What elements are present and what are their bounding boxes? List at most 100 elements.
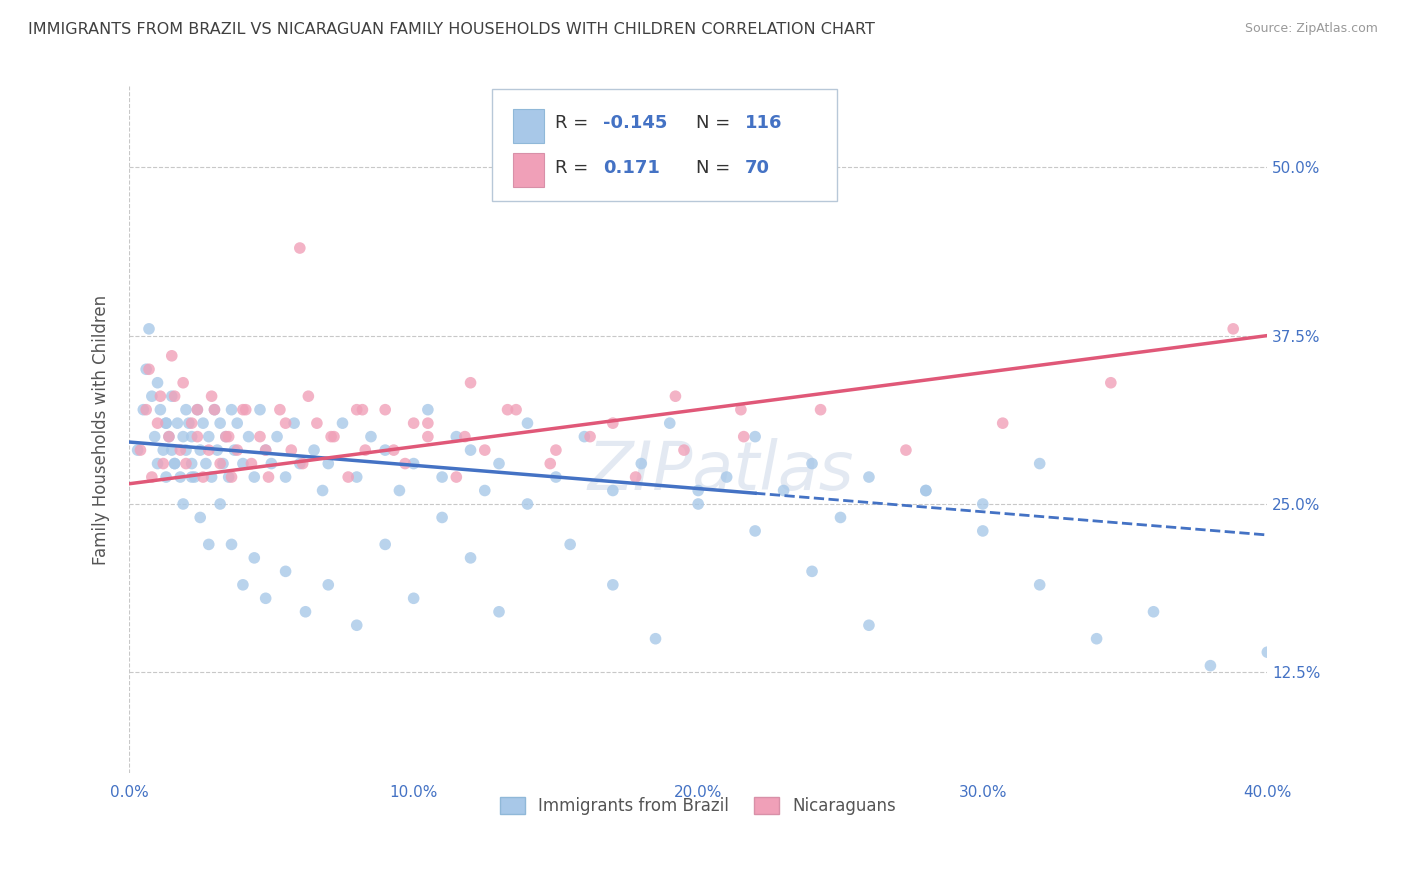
Point (188, 510, 211, 524)
Point (155, 416, 177, 430)
Point (291, 457, 314, 471)
Point (186, 402, 208, 417)
Point (183, 470, 205, 484)
Point (733, 429, 755, 443)
Point (180, 457, 202, 471)
Point (160, 349, 183, 363)
Point (430, 470, 453, 484)
Point (346, 470, 368, 484)
Point (191, 416, 214, 430)
Point (374, 443, 396, 458)
Point (394, 457, 416, 471)
Point (302, 443, 325, 458)
Point (224, 443, 246, 458)
Point (215, 429, 238, 443)
Point (129, 443, 152, 458)
Point (127, 443, 149, 458)
Point (1199, 658, 1222, 673)
Point (288, 241, 311, 255)
Legend: Immigrants from Brazil, Nicaraguans: Immigrants from Brazil, Nicaraguans (492, 789, 904, 823)
Point (254, 591, 277, 606)
Y-axis label: Family Households with Children: Family Households with Children (93, 295, 110, 565)
Point (249, 429, 271, 443)
Point (516, 416, 538, 430)
Point (177, 416, 200, 430)
Point (672, 443, 695, 458)
Point (516, 497, 538, 511)
Point (991, 416, 1014, 430)
Point (730, 402, 752, 417)
Point (141, 389, 163, 403)
Point (274, 416, 297, 430)
Point (143, 429, 166, 443)
Point (496, 402, 519, 417)
Point (207, 443, 229, 458)
Point (297, 389, 319, 403)
Point (602, 416, 624, 430)
Point (1028, 578, 1050, 592)
Point (544, 443, 567, 458)
Point (374, 537, 396, 551)
Point (238, 429, 260, 443)
Point (337, 470, 360, 484)
Point (716, 470, 738, 484)
Point (505, 402, 527, 417)
Point (972, 497, 994, 511)
Point (221, 402, 243, 417)
Point (305, 416, 328, 430)
Point (160, 443, 183, 458)
Point (858, 470, 880, 484)
Point (197, 429, 219, 443)
Point (172, 376, 194, 390)
Point (352, 402, 374, 417)
Point (201, 389, 224, 403)
Point (801, 457, 824, 471)
Point (810, 402, 832, 417)
Point (274, 470, 297, 484)
Point (688, 497, 710, 511)
Point (232, 578, 254, 592)
Point (830, 510, 852, 524)
Point (269, 402, 291, 417)
Point (1085, 632, 1108, 646)
Point (402, 457, 425, 471)
Text: IMMIGRANTS FROM BRAZIL VS NICARAGUAN FAMILY HOUSEHOLDS WITH CHILDREN CORRELATION: IMMIGRANTS FROM BRAZIL VS NICARAGUAN FAM… (28, 22, 875, 37)
Point (146, 376, 169, 390)
Point (602, 578, 624, 592)
Point (235, 402, 257, 417)
Point (169, 470, 191, 484)
Point (254, 443, 277, 458)
Point (460, 443, 482, 458)
Point (1256, 645, 1278, 659)
Point (744, 524, 766, 538)
Text: ZIPatlas: ZIPatlas (588, 438, 855, 504)
Point (772, 483, 794, 498)
Point (249, 402, 271, 417)
Point (360, 429, 382, 443)
Point (323, 429, 346, 443)
Point (240, 457, 263, 471)
Point (624, 470, 647, 484)
Point (186, 429, 208, 443)
Point (1099, 376, 1122, 390)
Point (460, 376, 482, 390)
Point (169, 443, 191, 458)
Point (316, 457, 339, 471)
Point (152, 457, 174, 471)
Point (243, 470, 266, 484)
Point (212, 457, 235, 471)
Point (416, 429, 439, 443)
Point (194, 457, 217, 471)
Point (135, 362, 157, 376)
Point (283, 416, 305, 430)
Point (538, 457, 561, 471)
Point (180, 416, 202, 430)
Point (311, 483, 333, 498)
Text: 0.171: 0.171 (603, 159, 659, 177)
Text: N =: N = (696, 159, 735, 177)
Point (163, 457, 186, 471)
Point (172, 497, 194, 511)
Point (454, 429, 477, 443)
Point (288, 457, 311, 471)
Point (166, 416, 188, 430)
